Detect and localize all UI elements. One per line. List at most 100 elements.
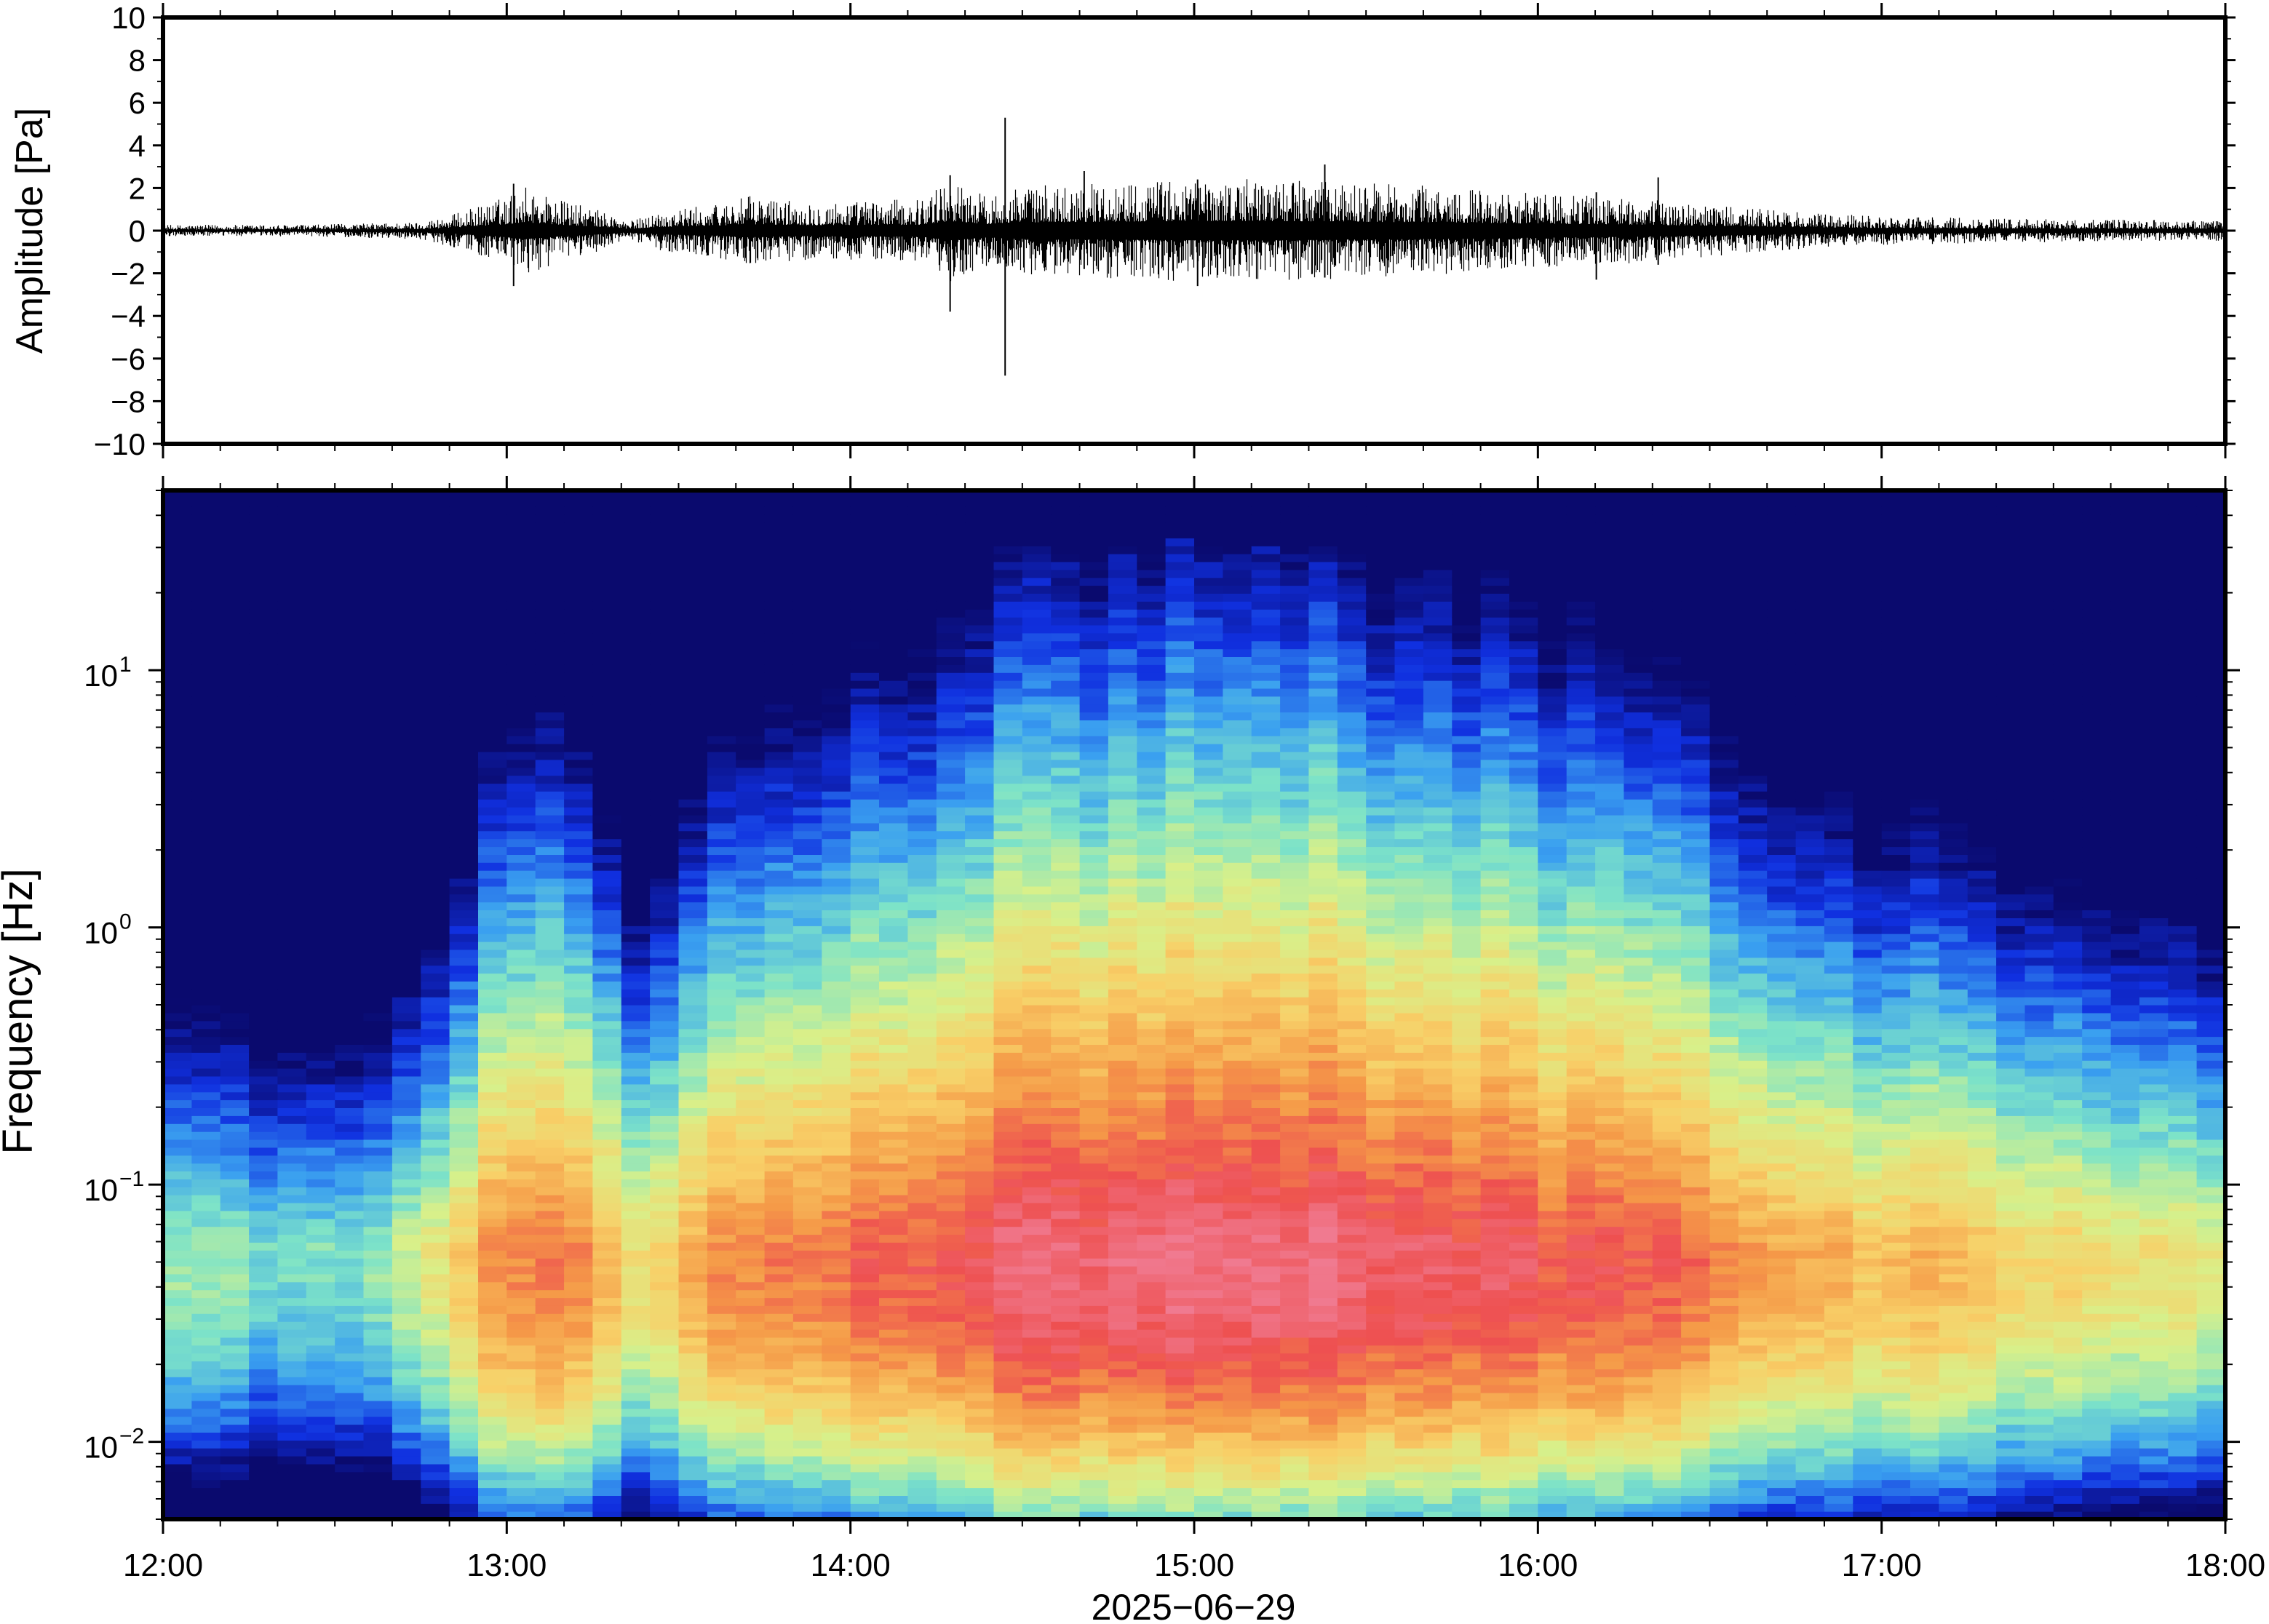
spectrogram-cell (1137, 1353, 1167, 1362)
spectrogram-cell (1022, 704, 1052, 713)
spectrogram-cell (220, 1091, 250, 1101)
spectrogram-cell (736, 569, 766, 578)
spectrogram-cell (650, 989, 680, 998)
spectrogram-cell (564, 799, 594, 808)
spectrogram-cell (1108, 1503, 1137, 1512)
spectrogram-cell (965, 807, 995, 816)
spectrogram-cell (220, 1075, 250, 1085)
spectrogram-cell (678, 1107, 708, 1116)
spectrogram-cell (392, 1163, 421, 1171)
spectrogram-cell (736, 878, 766, 887)
spectrogram-cell (1108, 1408, 1137, 1417)
spectrogram-cell (822, 640, 851, 650)
spectrogram-cell (335, 885, 365, 895)
spectrogram-cell (392, 577, 421, 586)
spectrogram-cell (392, 965, 421, 974)
spectrogram-cell (163, 799, 192, 808)
spectrogram-cell (1194, 720, 1223, 728)
spectrogram-cell (506, 838, 536, 848)
spectrogram-cell (678, 530, 708, 538)
spectrogram-cell (191, 973, 221, 982)
spectrogram-cell (1194, 704, 1223, 713)
spectrogram-cell (965, 680, 995, 689)
spectrogram-cell (792, 1005, 822, 1014)
spectrogram-cell (220, 530, 250, 538)
spectrogram-cell (535, 593, 565, 602)
spectrogram-cell (822, 1099, 851, 1108)
spectrogram-cell (1079, 1440, 1109, 1449)
spectrogram-cell (792, 720, 822, 728)
spectrogram-cell (335, 870, 365, 879)
spectrogram-cell (535, 1511, 565, 1519)
spectrogram-cell (1022, 1385, 1052, 1393)
spectrogram-cell (1022, 807, 1052, 816)
spectrogram-cell (449, 1210, 479, 1219)
spectrogram-cell (678, 862, 708, 871)
spectrogram-cell (993, 664, 1023, 673)
spectrogram-cell (564, 1250, 594, 1259)
spectrogram-cell (650, 1115, 680, 1124)
spectrogram-cell (1022, 538, 1052, 546)
spectrogram-cell (478, 838, 507, 848)
spectrogram-cell (1165, 736, 1195, 744)
spectrogram-cell (736, 751, 766, 760)
spectrogram-cell (191, 609, 221, 618)
spectrogram-cell (220, 1187, 250, 1195)
spectrogram-cell (1165, 696, 1195, 705)
spectrogram-cell (707, 1060, 736, 1069)
spectrogram-cell (907, 1393, 937, 1401)
spectrogram-cell (306, 712, 335, 721)
spectrogram-cell (1079, 1479, 1109, 1489)
spectrogram-cell (478, 585, 507, 594)
spectrogram-cell (965, 1265, 995, 1275)
spectrogram-cell (1137, 1187, 1167, 1195)
spectrogram-cell (965, 1099, 995, 1108)
spectrogram-cell (792, 965, 822, 974)
spectrogram-cell (506, 1463, 536, 1473)
spectrogram-cell (1079, 1377, 1109, 1385)
spectrogram-cell (220, 1385, 250, 1393)
spectrogram-cell (764, 989, 794, 998)
spectrogram-cell (220, 1234, 250, 1243)
spectrogram-cell (936, 1131, 966, 1140)
spectrogram-cell (764, 822, 794, 832)
spectrogram-cell (592, 822, 622, 832)
spectrogram-cell (879, 1218, 908, 1227)
spectrogram-cell (392, 783, 421, 792)
spectrogram-cell (535, 1099, 565, 1108)
spectrogram-cell (621, 1060, 651, 1069)
spectrogram-cell (907, 1234, 937, 1243)
spectrogram-cell (421, 1123, 450, 1132)
spectrogram-cell (449, 1281, 479, 1291)
spectrogram-cell (421, 1329, 450, 1338)
spectrogram-cell (1051, 680, 1081, 689)
spectrogram-cell (506, 1329, 536, 1338)
spectrogram-cell (621, 514, 651, 523)
spectrogram-cell (506, 569, 536, 578)
spectrogram-cell (163, 736, 192, 744)
spectrogram-cell (993, 720, 1023, 728)
spectrogram-cell (1022, 1234, 1052, 1243)
spectrogram-cell (1137, 1012, 1167, 1022)
spectrogram-cell (592, 577, 622, 586)
spectrogram-cell (249, 1305, 279, 1314)
spectrogram-cell (879, 1345, 908, 1354)
spectrogram-cell (850, 989, 880, 998)
spectrogram-cell (879, 1234, 908, 1243)
spectrogram-cell (478, 1099, 507, 1108)
spectrogram-cell (421, 1155, 450, 1164)
spectrogram-cell (764, 1012, 794, 1022)
spectrogram-cell (592, 1385, 622, 1393)
spectrogram-cell (879, 640, 908, 650)
spectrogram-cell (564, 1432, 594, 1441)
spectrogram-cell (1165, 854, 1195, 863)
spectrogram-cell (277, 942, 307, 950)
spectrogram-cell (678, 885, 708, 895)
spectrogram-cell (449, 1242, 479, 1251)
spectrogram-cell (1108, 1202, 1137, 1211)
spectrogram-cell (163, 1456, 192, 1465)
spectrogram-cell (1108, 1226, 1137, 1235)
spectrogram-cell (1022, 1321, 1052, 1330)
spectrogram-cell (792, 569, 822, 578)
spectrogram-cell (478, 1179, 507, 1187)
